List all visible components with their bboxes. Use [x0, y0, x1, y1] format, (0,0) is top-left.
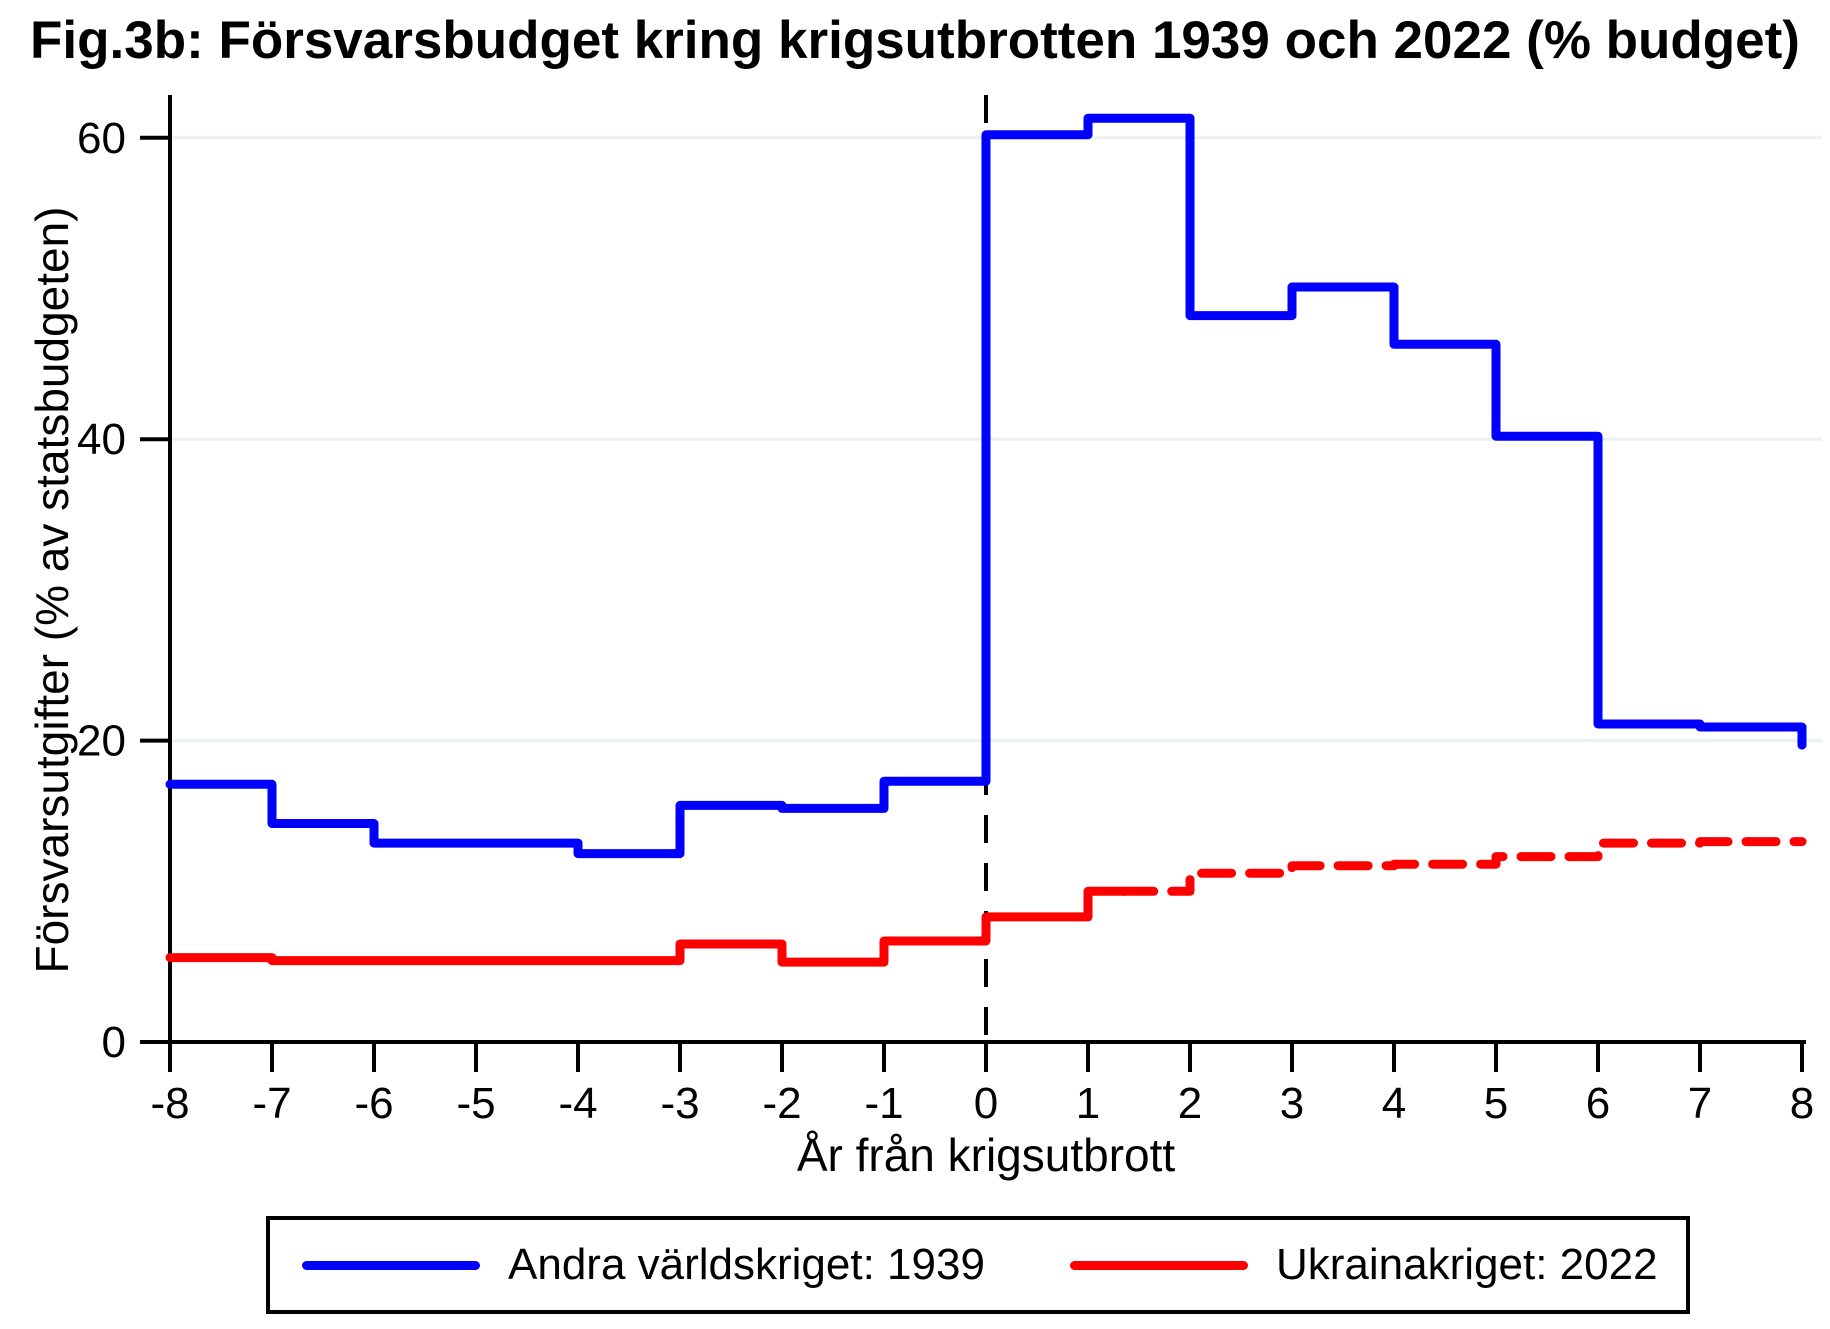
- x-tick-label: -2: [762, 1079, 801, 1128]
- x-tick-label: 2: [1178, 1079, 1202, 1128]
- x-tick-label: -3: [660, 1079, 699, 1128]
- series-ww2-1939: [165, 113, 1807, 859]
- x-tick-label: -8: [150, 1079, 189, 1128]
- axes: 0 20 40 60 -8 -7 -6 -5 -4 -3 -2 -1 0 1 2 3 4 5 6 7 8: [77, 95, 1814, 1128]
- x-tick-label: -7: [252, 1079, 291, 1128]
- x-tick-label: 0: [974, 1079, 998, 1128]
- y-tick-label: 20: [77, 717, 126, 766]
- x-tick-label: -6: [354, 1079, 393, 1128]
- legend-label-ww2: Andra världskriget: 1939: [508, 1240, 985, 1289]
- legend-line-swatch-red: [1070, 1260, 1248, 1270]
- y-tick-label: 40: [77, 415, 126, 464]
- y-axis-label: Försvarsutgifter (% av statsbudgeten): [26, 206, 78, 974]
- y-tick-label: 0: [102, 1018, 126, 1067]
- x-tick-label: -5: [456, 1079, 495, 1128]
- x-tick-label: 5: [1484, 1079, 1508, 1128]
- x-tick-label: -1: [864, 1079, 903, 1128]
- x-tick-label: -4: [558, 1079, 597, 1128]
- legend-item-ww2: Andra världskriget: 1939: [302, 1240, 1070, 1290]
- legend: Andra världskriget: 1939 Ukrainakriget: …: [266, 1216, 1690, 1314]
- series-ukraine-2022-dashed: [1119, 837, 1807, 896]
- legend-line-swatch-blue: [302, 1260, 480, 1270]
- x-tick-label: 6: [1586, 1079, 1610, 1128]
- x-tick-label: 7: [1688, 1079, 1712, 1128]
- legend-item-ukraine: Ukrainakriget: 2022: [1070, 1240, 1658, 1290]
- x-tick-label: 8: [1790, 1079, 1814, 1128]
- series-ukraine-2022-solid: [165, 886, 1129, 967]
- x-tick-label: 3: [1280, 1079, 1304, 1128]
- y-tick-label: 60: [77, 114, 126, 163]
- x-tick-label: 1: [1076, 1079, 1100, 1128]
- x-axis-label: År från krigsutbrott: [796, 1129, 1176, 1181]
- legend-label-ukraine: Ukrainakriget: 2022: [1276, 1240, 1658, 1289]
- plot-area: 0 20 40 60 -8 -7 -6 -5 -4 -3 -2 -1 0 1 2 3 4 5 6 7 8: [77, 95, 1822, 1128]
- x-tick-label: 4: [1382, 1079, 1406, 1128]
- chart-title: Fig.3b: Försvarsbudget kring krigsutbrot…: [30, 11, 1800, 70]
